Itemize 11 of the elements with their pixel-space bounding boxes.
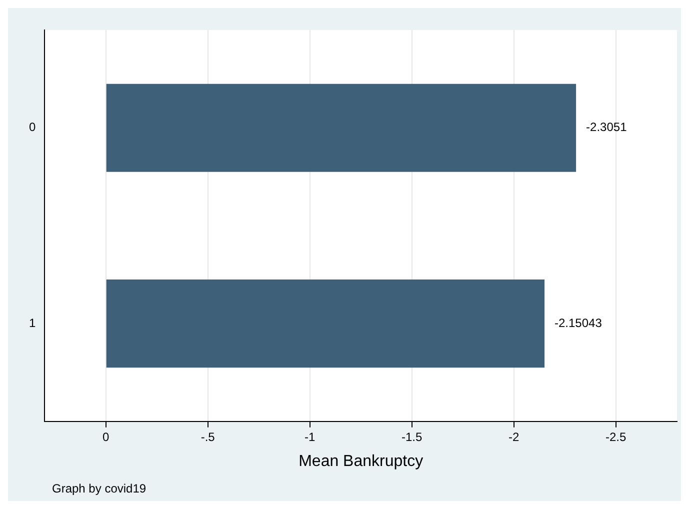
x-tick-label: -1.5 (401, 430, 422, 444)
y-tick-label: 1 (28, 316, 36, 330)
x-tick-label: -2.5 (605, 430, 626, 444)
x-tick-label: 0 (102, 430, 110, 444)
x-tick-label: -2 (508, 430, 520, 444)
data-label: -2.3051 (586, 120, 628, 134)
data-label: -2.15043 (554, 316, 602, 330)
x-axis-title: Mean Bankruptcy (298, 452, 424, 470)
x-tick-label: -1 (304, 430, 316, 444)
text: Graph by covid19 (52, 481, 146, 496)
x-tick-label: -.5 (200, 430, 216, 444)
